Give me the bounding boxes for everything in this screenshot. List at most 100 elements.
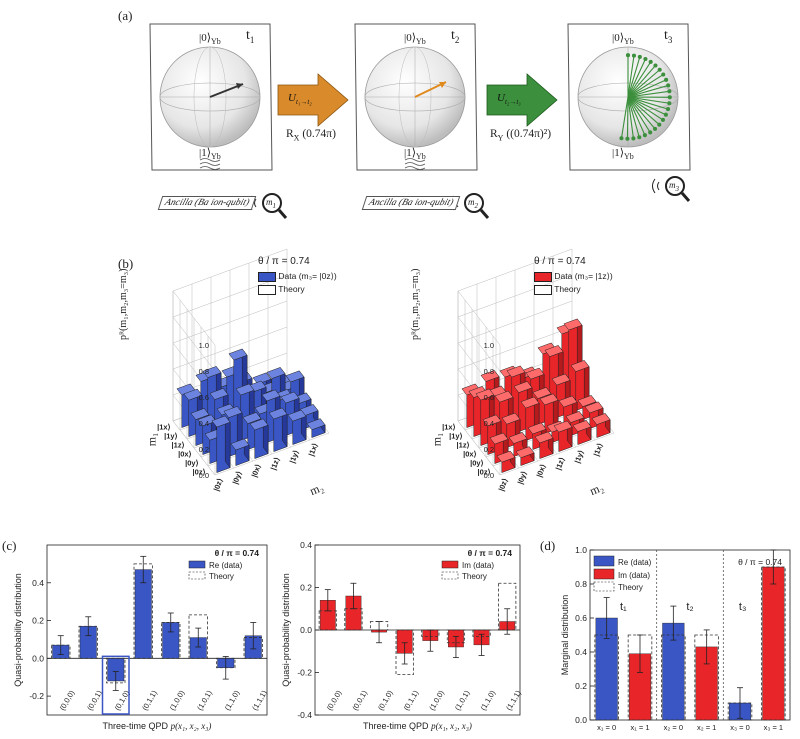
bar3d-front: [551, 426, 566, 443]
bar3d: [506, 365, 526, 423]
b-left-m2-label: m₂: [307, 480, 326, 499]
theory-bar: [446, 629, 466, 644]
y-tick-label: 0.2: [575, 681, 587, 691]
bar3d: [230, 438, 250, 466]
grid-line: [457, 420, 501, 476]
fan-vector-tip: [648, 59, 653, 64]
bar3d-side: [236, 405, 243, 453]
bar3d-side: [493, 369, 500, 417]
x-tick-label: (0,1,0): [376, 688, 395, 712]
bar3d-front: [207, 372, 222, 430]
bar3d-front: [188, 394, 203, 437]
bar3d-top: [508, 432, 528, 444]
y-axis-label: Quasi-probability distribution: [13, 573, 23, 687]
bar3d: [216, 403, 236, 448]
bar3d-side: [265, 372, 272, 396]
grid-line: [514, 399, 558, 455]
bar3d: [525, 367, 545, 416]
bar3d-front: [254, 424, 269, 459]
x-tick-label: (0,1,1): [140, 688, 159, 712]
y-tick-label: 0.4: [300, 540, 312, 550]
m1-tick: |1z⟩: [457, 441, 470, 450]
bar3d-top: [482, 414, 502, 427]
bar3d-top: [273, 389, 293, 401]
bar: [422, 629, 439, 641]
fan-vector-tip: [631, 53, 637, 58]
bar3d: [584, 401, 604, 429]
gate-2-rotation: RY ((0.74π)²): [490, 128, 552, 143]
m2-tick: |0z⟩: [497, 477, 510, 492]
grid-line: [172, 316, 216, 372]
fan-vector-tip: [667, 101, 672, 106]
bar3d-side: [241, 348, 248, 428]
bar3d-side: [281, 407, 288, 448]
bar3d-top: [475, 388, 495, 401]
fan-vector-tip: [637, 54, 642, 59]
bar3d-side: [495, 414, 502, 451]
z-tick: 1.0: [484, 341, 494, 350]
bar3d-side: [227, 375, 234, 410]
bar3d: [204, 428, 224, 464]
y-axis-label: Quasi-probability distribution: [281, 573, 291, 687]
fan-vector: [627, 96, 640, 138]
stage-3-ket1: |1⟩Yb: [612, 147, 634, 162]
meas-label-2: m2: [468, 197, 478, 210]
m2-tick: |0z⟩: [212, 477, 225, 492]
x-tick-label: (1,0,0): [427, 688, 446, 712]
grid-line: [172, 368, 216, 424]
grid-line: [533, 392, 577, 448]
z-tick: 0.4: [199, 419, 209, 428]
fan-vector-tip: [657, 67, 662, 72]
bar3d-side: [224, 415, 231, 469]
grid-line: [200, 414, 316, 458]
bar3d: [235, 383, 255, 441]
x-tick-label: (1,0,0): [168, 688, 187, 712]
bar3d-side: [274, 389, 281, 439]
bar3d: [254, 402, 274, 434]
y-tick-label: 0.4: [32, 578, 44, 588]
grid-line: [172, 342, 216, 398]
bar3d: [247, 380, 267, 425]
bar3d-front: [285, 397, 300, 436]
bar3d-side: [512, 365, 519, 410]
x-tick-label: (0,0,0): [58, 688, 77, 712]
m1-tick: |0x⟩: [463, 450, 476, 459]
bar3d-front: [494, 438, 509, 464]
bar3d-front: [487, 420, 502, 455]
bar3d-front: [297, 398, 312, 420]
bar3d: [278, 379, 298, 402]
z-tick: 0.8: [484, 367, 494, 376]
theory-bar: [727, 702, 753, 721]
bar3d-top: [518, 366, 538, 379]
m1-tick: |0z⟩: [478, 468, 491, 477]
bar3d-front: [181, 389, 196, 428]
bar3d-side: [540, 422, 547, 446]
chart-c-1: -0.4 -0.2 0.0 0.2 0.4 (0,0,0) (0,0,1) (0,1,0) (0…: [281, 540, 523, 731]
theory-bar: [161, 622, 181, 659]
bar3d: [242, 411, 262, 450]
stage-1-ket1: |1⟩Yb: [199, 147, 221, 162]
bar3d: [261, 389, 281, 443]
bloch-sphere-1: [159, 46, 261, 148]
bar3d: [195, 369, 215, 421]
grid-line: [476, 413, 520, 469]
legend-label-theory: Theory: [209, 572, 234, 581]
bar3d-front: [558, 426, 573, 452]
bar3d-side: [566, 420, 573, 448]
bar3d-side: [300, 409, 307, 441]
fan-vector-tip: [667, 89, 672, 94]
bar3d-side: [279, 366, 286, 414]
x-tick-label: (0,1,1): [402, 688, 421, 712]
bar3d-side: [531, 366, 538, 403]
bar3d-front: [240, 389, 255, 441]
bar3d-top: [306, 418, 326, 431]
bar3d: [563, 318, 583, 402]
bar3d-side: [514, 412, 521, 444]
grid-line: [172, 326, 288, 370]
bar3d-side: [571, 395, 578, 423]
bar3d: [292, 392, 312, 420]
x-tick-label: x₂ = 0: [664, 723, 683, 732]
bar3d-top: [591, 413, 611, 425]
m1-tick: |1x⟩: [442, 423, 455, 432]
